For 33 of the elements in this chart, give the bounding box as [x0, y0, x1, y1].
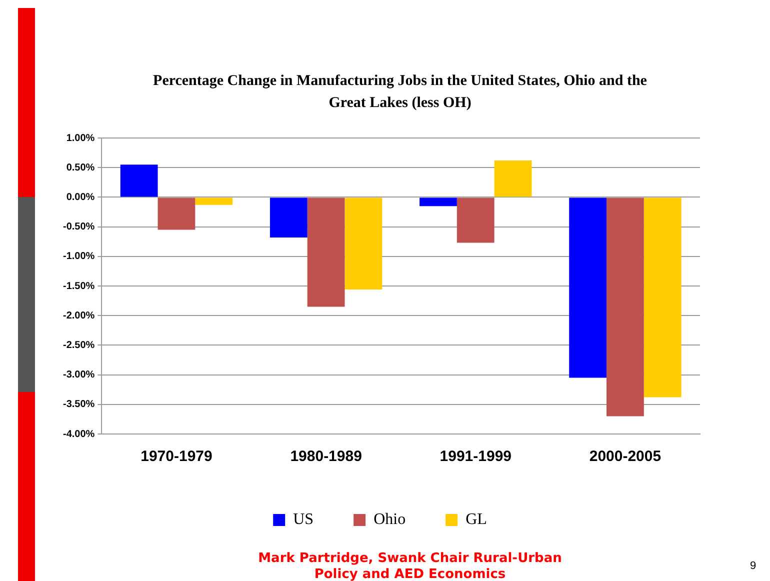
bar — [644, 198, 682, 398]
bar — [195, 198, 233, 205]
x-tick-label: 1970-1979 — [140, 448, 212, 466]
bar — [569, 198, 607, 378]
y-tick-label: 0.50% — [66, 162, 95, 174]
text: Mark Partridge, Swank Chair Rural-Urban Policy and AED Economics — [257, 551, 563, 581]
y-tick-label: -3.50% — [62, 399, 95, 410]
y-tick-label: 0.00% — [66, 192, 95, 203]
bar — [456, 198, 494, 243]
y-tick-label: -3.00% — [62, 370, 95, 381]
x-tick-label: 2000-2005 — [589, 448, 662, 466]
bar — [158, 198, 196, 230]
text: 9 — [750, 560, 756, 572]
bar — [344, 198, 382, 290]
x-tick-label: 1991-1999 — [440, 448, 512, 466]
bar — [494, 160, 532, 197]
y-tick-label: -4.00% — [62, 428, 95, 440]
legend-label: Ohio — [374, 511, 406, 528]
y-tick-label: -0.50% — [62, 222, 95, 233]
y-tick-label: -1.00% — [62, 251, 95, 262]
y-tick-label: -2.00% — [62, 310, 95, 322]
y-tick-label: -1.50% — [62, 280, 95, 292]
legend-label: GL — [466, 511, 487, 528]
bar — [270, 198, 308, 238]
y-tick-label: 1.00% — [66, 132, 95, 144]
bar — [120, 164, 158, 197]
bar — [606, 198, 644, 416]
legend-label: US — [293, 511, 314, 528]
chart-title: Percentage Change in Manufacturing Jobs in the United States, Ohio and the Great Lakes (less OH) — [152, 72, 648, 113]
bar — [420, 198, 457, 206]
bar — [307, 198, 345, 307]
x-tick-label: 1980-1989 — [290, 448, 362, 466]
y-tick-label: -2.50% — [62, 340, 95, 351]
